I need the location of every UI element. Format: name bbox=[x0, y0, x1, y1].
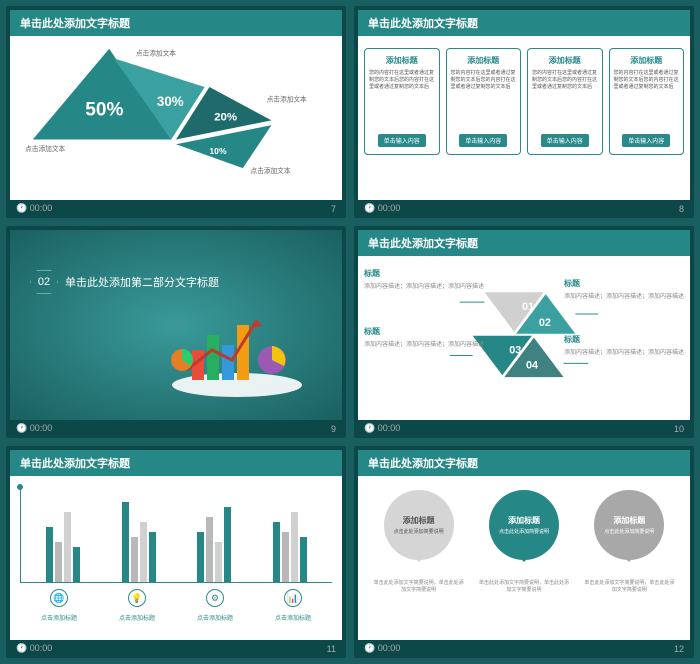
card-button[interactable]: 单击输入内容 bbox=[459, 134, 507, 147]
chart-label: 点击添加标题 bbox=[197, 613, 233, 622]
info-card: 添加标题您的内容打在这里或者通过复制您的文本后您的内容打在这里或者通过复制您的文… bbox=[527, 48, 603, 155]
time: 00:00 bbox=[364, 423, 400, 434]
page-num: 7 bbox=[331, 204, 336, 214]
bar-icons: 🌐 💡 ⚙ 📊 bbox=[20, 589, 332, 607]
slide-title: 单击此处添加文字标题 bbox=[358, 450, 690, 476]
slide-11[interactable]: 单击此处添加文字标题 🌐💡⚙📊 点击添加标题点击添加标题点击添加标题点击添加标题… bbox=[6, 446, 346, 658]
svg-text:01: 01 bbox=[522, 301, 534, 313]
card-button[interactable]: 单击输入内容 bbox=[378, 134, 426, 147]
card-button[interactable]: 单击输入内容 bbox=[541, 134, 589, 147]
page-num: 8 bbox=[679, 204, 684, 214]
bar-labels: 点击添加标题 点击添加标题 点击添加标题 点击添加标题 bbox=[20, 613, 332, 622]
bar-group bbox=[273, 512, 307, 582]
page-num: 12 bbox=[674, 644, 684, 654]
slide-grid: 单击此处添加文字标题 50% 30% 20% 10% 点击添加文本 点击添加文本… bbox=[6, 6, 694, 658]
svg-text:点击添加文本: 点击添加文本 bbox=[250, 166, 290, 175]
section-title: 单击此处添加第二部分文字标题 bbox=[65, 274, 219, 290]
circle-block: 添加标题点击此处添加简要说明 bbox=[384, 490, 454, 560]
chart-icon: 🌐 bbox=[50, 589, 68, 607]
chart-label: 点击添加标题 bbox=[119, 613, 155, 622]
chart-icon: 💡 bbox=[128, 589, 146, 607]
chart-icon: ⚙ bbox=[206, 589, 224, 607]
page-num: 10 bbox=[674, 424, 684, 434]
slide-title: 单击此处添加文字标题 bbox=[10, 450, 342, 476]
card-button[interactable]: 单击输入内容 bbox=[622, 134, 670, 147]
time: 00:00 bbox=[16, 423, 52, 434]
chart-label: 点击添加标题 bbox=[275, 613, 311, 622]
card-row: 添加标题您的内容打在这里或者通过复制您的文本后您的内容打在这里或者通过复制您的文… bbox=[358, 36, 690, 167]
slide-10[interactable]: 单击此处添加文字标题 01 02 03 04 标题添加内容描述；添加内容描述；添… bbox=[354, 226, 694, 438]
svg-text:04: 04 bbox=[526, 359, 538, 371]
info-card: 添加标题您的内容打在这里或者通过复制您的文本后您的内容打在这里或者通过复制您的文… bbox=[446, 48, 522, 155]
circle-block: 添加标题点击此处添加简要说明 bbox=[594, 490, 664, 560]
slide-title: 单击此处添加文字标题 bbox=[358, 230, 690, 256]
circle-descriptions: 单击此处添加文字简要说明，单击此处添加文字简要说明单击此处添加文字简要说明，单击… bbox=[358, 566, 690, 593]
page-num: 11 bbox=[327, 644, 336, 654]
slide-title: 单击此处添加文字标题 bbox=[10, 10, 342, 36]
slide-8[interactable]: 单击此处添加文字标题 添加标题您的内容打在这里或者通过复制您的文本后您的内容打在… bbox=[354, 6, 694, 218]
chart-3d-icon bbox=[162, 300, 312, 400]
slide-title: 单击此处添加文字标题 bbox=[358, 10, 690, 36]
info-card: 添加标题您的内容打在这里或者通过复制您的文本后您的内容打在这里或者通过复制您的文… bbox=[609, 48, 685, 155]
slide-7[interactable]: 单击此处添加文字标题 50% 30% 20% 10% 点击添加文本 点击添加文本… bbox=[6, 6, 346, 218]
section-number: 02 bbox=[30, 270, 58, 294]
svg-text:03: 03 bbox=[509, 344, 521, 356]
time: 00:00 bbox=[16, 643, 52, 654]
svg-text:02: 02 bbox=[539, 317, 551, 329]
circle-block: 添加标题点击此处添加简要说明 bbox=[489, 490, 559, 560]
bar-group bbox=[122, 502, 156, 582]
svg-text:点击添加文本: 点击添加文本 bbox=[136, 48, 176, 57]
svg-text:50%: 50% bbox=[85, 100, 123, 121]
chart-icon: 📊 bbox=[284, 589, 302, 607]
svg-text:点击添加文本: 点击添加文本 bbox=[25, 144, 65, 153]
svg-text:30%: 30% bbox=[157, 94, 184, 109]
time: 00:00 bbox=[364, 643, 400, 654]
bar-group bbox=[46, 512, 80, 582]
time: 00:00 bbox=[364, 203, 400, 214]
svg-text:点击添加文本: 点击添加文本 bbox=[267, 94, 307, 103]
bar-group bbox=[197, 507, 231, 582]
chart-label: 点击添加标题 bbox=[41, 613, 77, 622]
circle-row: 添加标题点击此处添加简要说明添加标题点击此处添加简要说明添加标题点击此处添加简要… bbox=[358, 476, 690, 566]
svg-text:10%: 10% bbox=[209, 146, 227, 156]
bar-chart bbox=[20, 488, 332, 583]
time: 00:00 bbox=[16, 203, 52, 214]
svg-text:20%: 20% bbox=[214, 111, 237, 123]
page-num: 9 bbox=[331, 424, 336, 434]
triangle-chart: 50% 30% 20% 10% 点击添加文本 点击添加文本 点击添加文本 点击添… bbox=[18, 44, 334, 192]
info-card: 添加标题您的内容打在这里或者通过复制您的文本后您的内容打在这里或者通过复制您的文… bbox=[364, 48, 440, 155]
slide-9[interactable]: 02 单击此处添加第二部分文字标题 00:00 9 bbox=[6, 226, 346, 438]
slide-12[interactable]: 单击此处添加文字标题 添加标题点击此处添加简要说明添加标题点击此处添加简要说明添… bbox=[354, 446, 694, 658]
